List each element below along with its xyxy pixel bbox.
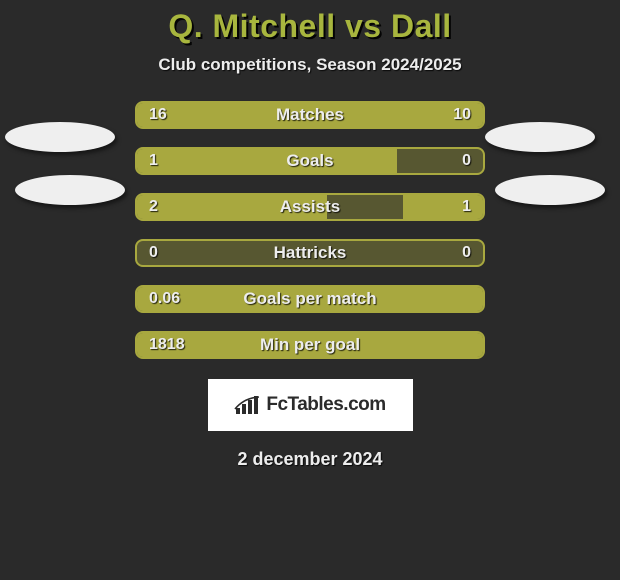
stat-row: 2Assists1 — [135, 193, 485, 221]
stat-row: 16Matches10 — [135, 101, 485, 129]
player-badge-left-2 — [15, 175, 125, 205]
bar-chart-icon — [234, 394, 262, 416]
stat-label: Goals per match — [137, 287, 483, 311]
source-logo: FcTables.com — [208, 379, 413, 431]
stat-row: 1818Min per goal — [135, 331, 485, 359]
stat-label: Matches — [137, 103, 483, 127]
source-logo-text: FcTables.com — [266, 394, 385, 416]
date-label: 2 december 2024 — [0, 449, 620, 470]
stat-row: 1Goals0 — [135, 147, 485, 175]
player-badge-right-1 — [485, 122, 595, 152]
stat-value-right: 10 — [453, 103, 471, 127]
stat-value-right: 0 — [462, 241, 471, 265]
subtitle: Club competitions, Season 2024/2025 — [0, 55, 620, 75]
stat-label: Hattricks — [137, 241, 483, 265]
stat-label: Assists — [137, 195, 483, 219]
player-badge-left-1 — [5, 122, 115, 152]
stat-row: 0.06Goals per match — [135, 285, 485, 313]
page-title: Q. Mitchell vs Dall — [0, 8, 620, 45]
player-badge-right-2 — [495, 175, 605, 205]
stat-value-right: 0 — [462, 149, 471, 173]
stat-label: Goals — [137, 149, 483, 173]
stat-row: 0Hattricks0 — [135, 239, 485, 267]
stat-value-right: 1 — [462, 195, 471, 219]
stats-rows: 16Matches101Goals02Assists10Hattricks00.… — [135, 101, 485, 359]
stat-label: Min per goal — [137, 333, 483, 357]
